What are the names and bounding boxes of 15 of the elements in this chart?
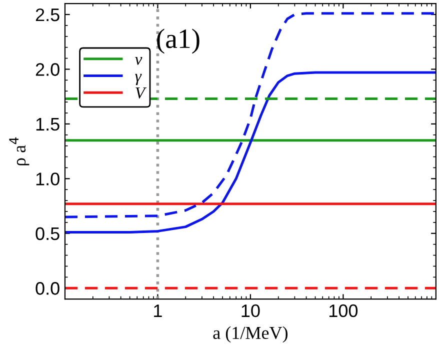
y-tick-label: 0.0 — [36, 282, 60, 295]
y-tick-label: 2.5 — [36, 8, 60, 22]
legend-label: γ — [135, 74, 142, 86]
y-tick-label: 0.5 — [36, 227, 60, 240]
y-tick-label: 1.5 — [36, 118, 60, 131]
y-tick-label: 2.0 — [36, 63, 60, 76]
y-tick-label: 1.0 — [36, 172, 60, 186]
x-tick-label: 1 — [154, 304, 162, 317]
legend-label: V — [136, 88, 147, 99]
x-tick-label: 100 — [330, 304, 358, 318]
x-axis-title: a (1/MeV) — [213, 326, 288, 343]
annotation: (a1) — [157, 28, 200, 54]
legend-label: ν — [135, 57, 142, 65]
x-tick-label: 10 — [242, 304, 260, 318]
y-axis-title: ρ a$^{4}$ — [9, 137, 30, 166]
